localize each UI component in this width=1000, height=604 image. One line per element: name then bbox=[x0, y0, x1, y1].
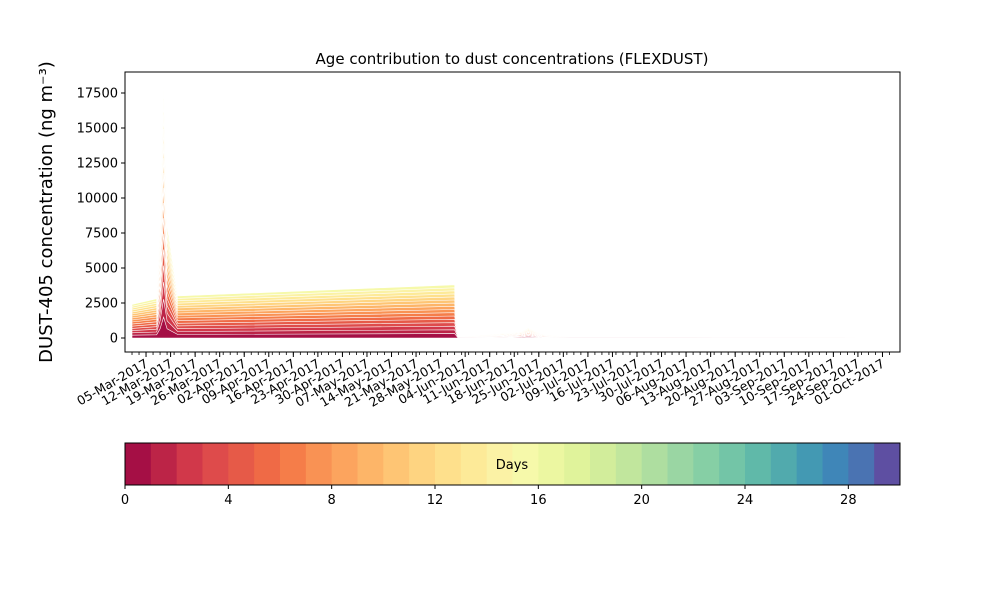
y-axis: 0 2500 5000 7500 10000 12500 15000 17500 bbox=[77, 87, 125, 347]
colorbar-cell bbox=[615, 443, 643, 485]
y-tick-label: 15000 bbox=[77, 122, 118, 137]
colorbar-tick-label: 4 bbox=[224, 493, 232, 508]
colorbar-cell bbox=[512, 443, 539, 485]
colorbar-cell bbox=[125, 443, 152, 485]
colorbar-cell bbox=[719, 443, 746, 485]
x-axis: 05-Mar-201712-Mar-201719-Mar-201726-Mar-… bbox=[74, 352, 890, 410]
colorbar-cell bbox=[822, 443, 849, 485]
y-tick-label: 10000 bbox=[77, 192, 118, 207]
series-age-0-days bbox=[131, 316, 855, 339]
chart-title: Age contribution to dust concentrations … bbox=[316, 50, 709, 68]
colorbar-cell bbox=[305, 443, 333, 485]
y-axis-label: DUST-405 concentration (ng m⁻³) bbox=[36, 61, 57, 363]
y-tick-label: 12500 bbox=[77, 157, 118, 172]
colorbar-cell bbox=[641, 443, 668, 485]
colorbar-frame bbox=[124, 442, 901, 486]
colorbar-cell bbox=[280, 443, 307, 485]
colorbar-cell bbox=[667, 443, 694, 485]
colorbar-cell bbox=[331, 443, 358, 485]
colorbar-cell bbox=[745, 443, 772, 485]
colorbar-tick-label: 28 bbox=[840, 493, 857, 508]
colorbar-tick-label: 0 bbox=[121, 493, 129, 508]
colorbar-cell bbox=[435, 443, 462, 485]
colorbar-tick-label: 20 bbox=[633, 493, 650, 508]
colorbar-tick-label: 24 bbox=[737, 493, 754, 508]
colorbar-cell bbox=[848, 443, 875, 485]
colorbar-cell bbox=[770, 443, 798, 485]
colorbar-cell bbox=[538, 443, 565, 485]
stacked-series bbox=[131, 85, 855, 339]
colorbar-cell bbox=[383, 443, 410, 485]
colorbar-cell bbox=[176, 443, 203, 485]
colorbar-cell bbox=[564, 443, 591, 485]
colorbar-cell bbox=[228, 443, 255, 485]
y-tick-label: 0 bbox=[110, 332, 118, 347]
colorbar-tick-label: 16 bbox=[530, 493, 547, 508]
colorbar-ticks: 0 4 8 12 16 20 24 28 bbox=[121, 485, 857, 508]
colorbar-cell bbox=[874, 443, 901, 485]
colorbar-cell bbox=[150, 443, 178, 485]
plot-area bbox=[124, 71, 901, 353]
colorbar-tick-label: 8 bbox=[328, 493, 336, 508]
colorbar-cell bbox=[254, 443, 281, 485]
colorbar-cell bbox=[796, 443, 823, 485]
colorbar-cell bbox=[357, 443, 384, 485]
colorbar-cell bbox=[693, 443, 720, 485]
colorbar-cell bbox=[460, 443, 488, 485]
plot-frame bbox=[124, 71, 901, 353]
colorbar-cells bbox=[125, 443, 901, 485]
y-tick-label: 7500 bbox=[85, 227, 118, 242]
colorbar-label: Days bbox=[496, 458, 529, 473]
y-tick-label: 5000 bbox=[85, 262, 118, 277]
y-tick-label: 2500 bbox=[85, 297, 118, 312]
colorbar-cell bbox=[590, 443, 617, 485]
colorbar: Days 0 4 8 12 16 20 24 28 bbox=[121, 442, 901, 508]
colorbar-tick-label: 12 bbox=[427, 493, 444, 508]
colorbar-cell bbox=[486, 443, 513, 485]
colorbar-cell bbox=[202, 443, 229, 485]
colorbar-cell bbox=[409, 443, 436, 485]
y-tick-label: 17500 bbox=[77, 87, 118, 102]
